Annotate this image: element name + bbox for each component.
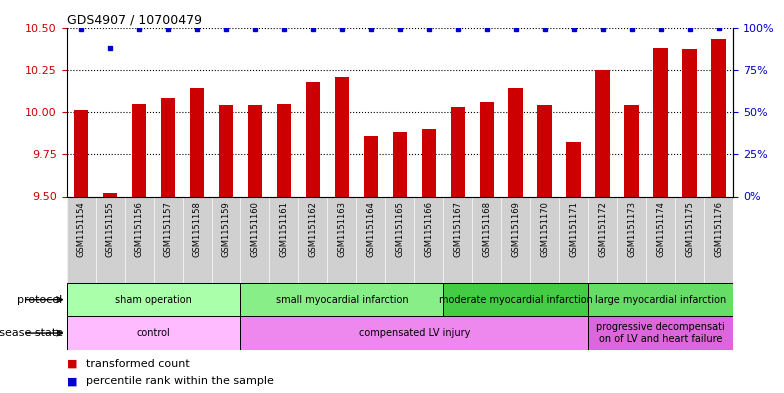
Text: GSM1151171: GSM1151171 (569, 201, 578, 257)
Text: GSM1151155: GSM1151155 (106, 201, 114, 257)
Bar (74, 110, 89, 196)
Bar (335, 77, 349, 196)
Text: GSM1151161: GSM1151161 (279, 201, 289, 257)
Text: protocol: protocol (17, 295, 63, 305)
Bar (67, 283, 241, 316)
Bar (451, 107, 465, 196)
Bar (190, 88, 205, 196)
Bar (103, 193, 118, 196)
Text: GDS4907 / 10700479: GDS4907 / 10700479 (67, 13, 201, 26)
Text: progressive decompensati
on of LV and heart failure: progressive decompensati on of LV and he… (596, 322, 725, 344)
Bar (306, 82, 320, 196)
Bar (595, 70, 610, 196)
Text: GSM1151159: GSM1151159 (222, 201, 230, 257)
Bar (241, 283, 443, 316)
Bar (509, 88, 523, 196)
Text: moderate myocardial infarction: moderate myocardial infarction (439, 295, 593, 305)
Text: GSM1151165: GSM1151165 (395, 201, 405, 257)
Text: GSM1151156: GSM1151156 (135, 201, 143, 257)
Bar (364, 136, 378, 196)
Bar (248, 105, 262, 196)
Text: GSM1151157: GSM1151157 (164, 201, 172, 257)
Bar (624, 105, 639, 196)
Text: GSM1151166: GSM1151166 (424, 201, 434, 257)
Bar (653, 48, 668, 196)
Text: GSM1151168: GSM1151168 (482, 201, 492, 257)
Bar (219, 105, 234, 196)
Bar (443, 283, 588, 316)
Text: GSM1151172: GSM1151172 (598, 201, 607, 257)
Bar (588, 283, 733, 316)
Text: ■: ■ (67, 358, 77, 369)
Text: large myocardial infarction: large myocardial infarction (595, 295, 726, 305)
Text: sham operation: sham operation (115, 295, 192, 305)
Bar (241, 316, 588, 350)
Text: disease state: disease state (0, 328, 63, 338)
Bar (277, 103, 291, 196)
Text: GSM1151174: GSM1151174 (656, 201, 665, 257)
Text: percentile rank within the sample: percentile rank within the sample (86, 376, 274, 386)
Bar (711, 39, 726, 197)
Text: GSM1151169: GSM1151169 (511, 201, 521, 257)
Bar (393, 132, 407, 196)
Text: GSM1151173: GSM1151173 (627, 201, 636, 257)
Bar (67, 316, 241, 350)
Text: GSM1151160: GSM1151160 (250, 201, 260, 257)
Bar (161, 99, 176, 196)
Bar (132, 103, 147, 196)
Text: transformed count: transformed count (86, 358, 190, 369)
Text: GSM1151162: GSM1151162 (308, 201, 318, 257)
Text: GSM1151158: GSM1151158 (193, 201, 201, 257)
Text: GSM1151167: GSM1151167 (453, 201, 463, 257)
Text: ■: ■ (67, 376, 77, 386)
Bar (538, 105, 552, 196)
Bar (566, 142, 581, 196)
Text: control: control (136, 328, 170, 338)
Bar (588, 316, 733, 350)
Text: GSM1151176: GSM1151176 (714, 201, 723, 257)
Text: small myocardial infarction: small myocardial infarction (276, 295, 408, 305)
Text: GSM1151175: GSM1151175 (685, 201, 694, 257)
Text: GSM1151154: GSM1151154 (77, 201, 85, 257)
Text: GSM1151170: GSM1151170 (540, 201, 550, 257)
Text: GSM1151163: GSM1151163 (337, 201, 347, 257)
Text: GSM1151164: GSM1151164 (366, 201, 376, 257)
Text: compensated LV injury: compensated LV injury (358, 328, 470, 338)
Bar (480, 102, 494, 196)
Bar (682, 50, 697, 196)
Bar (422, 129, 436, 196)
